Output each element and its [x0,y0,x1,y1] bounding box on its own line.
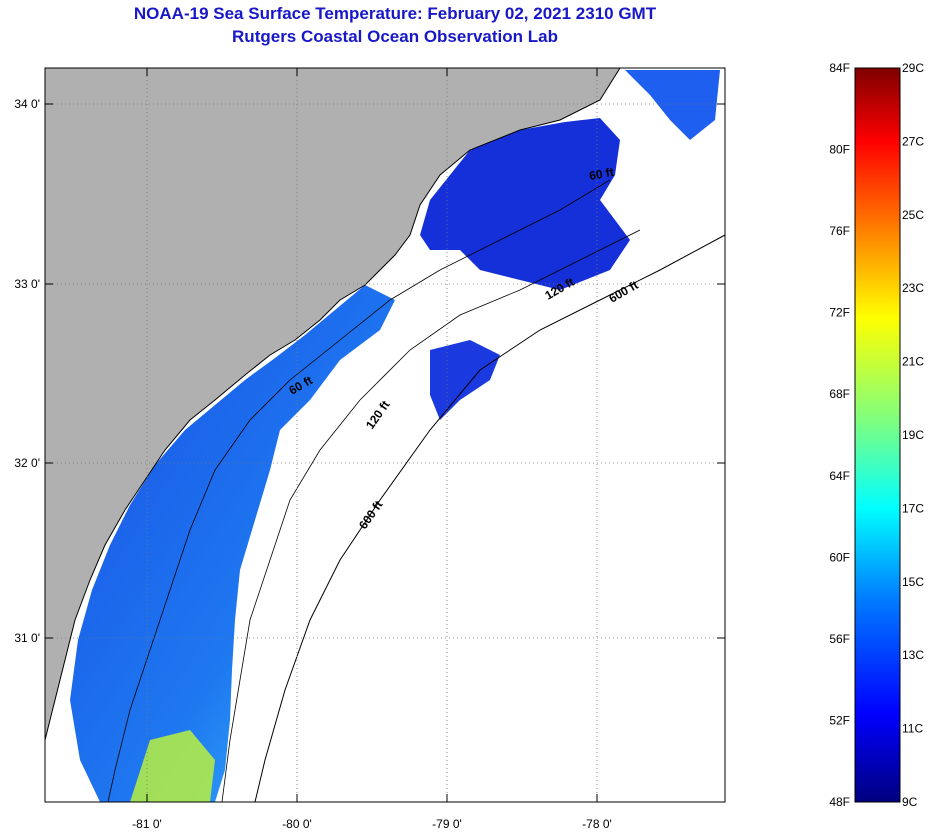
sst-data-warm-patch [130,730,215,802]
colorbar-celsius-label: 25C [902,208,924,222]
colorbar-celsius-label: 17C [902,501,924,515]
colorbar-fahrenheit-label: 56F [829,632,850,646]
sst-data-northern-band [420,118,630,290]
colorbar-celsius-label: 29C [902,61,924,75]
longitude-label: -79 0' [432,817,462,831]
colorbar-fahrenheit-labels: 84F 80F 76F 72F 68F 64F 60F 56F 52F 48F [829,61,850,809]
isobath-600ft [254,234,725,802]
sst-data-northeast-patch [625,70,720,140]
colorbar-fahrenheit-label: 64F [829,469,850,483]
latitude-label: 32 0' [14,456,40,470]
isobath-label: 60 ft [588,165,615,183]
sst-data-offshore-patch [430,340,500,420]
longitude-label: -80 0' [282,817,312,831]
colorbar-celsius-label: 15C [902,575,924,589]
colorbar-fahrenheit-label: 52F [829,713,850,727]
sst-data-southern-band [70,285,395,802]
isobath-120ft [221,229,641,802]
colorbar-celsius-label: 21C [902,355,924,369]
colorbar-celsius-label: 9C [902,795,918,809]
isobath-60ft [107,179,611,802]
latitude-label: 33 0' [14,277,40,291]
colorbar-celsius-label: 13C [902,648,924,662]
longitude-label: -81 0' [132,817,162,831]
colorbar-celsius-label: 11C [902,722,923,736]
map-title: NOAA-19 Sea Surface Temperature: Februar… [133,4,657,23]
latitude-label: 34 0' [14,97,40,111]
land-mass [45,68,620,740]
temperature-colorbar [854,67,901,803]
colorbar-fahrenheit-label: 60F [829,550,850,564]
map-gridlines [45,68,725,802]
colorbar-fahrenheit-label: 72F [829,306,850,320]
colorbar-fahrenheit-label: 80F [829,143,850,157]
latitude-label: 31 0' [14,631,40,645]
colorbar-fahrenheit-label: 84F [829,61,850,75]
longitude-label: -78 0' [582,817,612,831]
colorbar-fahrenheit-label: 68F [829,387,850,401]
coastline [45,68,621,741]
map-subtitle: Rutgers Coastal Ocean Observation Lab [232,27,558,46]
colorbar-celsius-label: 19C [902,428,924,442]
colorbar-fahrenheit-label: 76F [829,224,850,238]
colorbar-fahrenheit-label: 48F [829,795,850,809]
map-frame [44,67,726,803]
colorbar-celsius-label: 27C [902,134,924,148]
colorbar-celsius-labels: 29C 27C 25C 23C 21C 19C 17C 15C 13C 11C 9C [902,61,924,809]
colorbar-celsius-label: 23C [902,281,924,295]
map-frame-ticks [45,68,725,802]
